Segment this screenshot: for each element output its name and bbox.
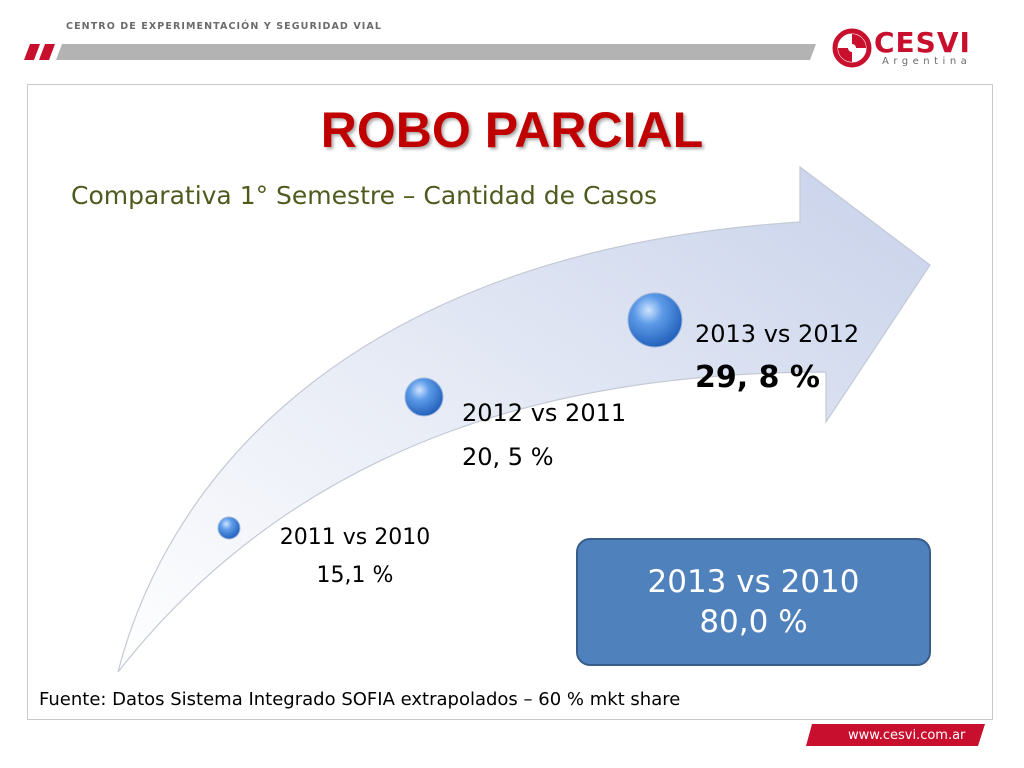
point-2-value: 20, 5 %	[462, 443, 554, 471]
summary-value: 80,0 %	[699, 604, 808, 640]
content-frame	[27, 84, 993, 720]
slide-subtitle: Comparativa 1° Semestre – Cantidad de Ca…	[71, 181, 658, 210]
slide-title: ROBO PARCIAL	[320, 102, 704, 158]
cesvi-logo: CESVI Argentina	[832, 26, 992, 70]
logo-text: CESVI	[874, 26, 971, 59]
summary-box: 2013 vs 2010 80,0 %	[576, 538, 931, 666]
point-1-label: 2011 vs 2010	[279, 525, 431, 550]
url-tab-shape	[806, 724, 985, 746]
point-1-value: 15,1 %	[316, 563, 394, 588]
point-3-label: 2013 vs 2012	[695, 320, 860, 348]
summary-label: 2013 vs 2010	[647, 564, 860, 600]
arrow-shape	[117, 165, 931, 673]
logo-subtext: Argentina	[882, 56, 972, 67]
website-link[interactable]: www.cesvi.com.ar	[848, 728, 966, 743]
header-stripes	[24, 44, 816, 60]
point-marker-3	[627, 292, 683, 348]
point-marker-2	[404, 377, 444, 417]
point-marker-1	[217, 516, 241, 540]
red-stripe	[39, 44, 55, 60]
source-note: Fuente: Datos Sistema Integrado SOFIA ex…	[39, 689, 681, 710]
red-stripe	[24, 44, 40, 60]
logo-emblem-icon	[832, 28, 872, 68]
point-2-text: 2012 vs 2011 20, 5 %	[462, 391, 626, 479]
point-3-text: 2013 vs 2012 29, 8 %	[695, 312, 859, 400]
gray-bar	[56, 44, 816, 60]
organization-name: CENTRO DE EXPERIMENTACIÓN Y SEGURIDAD VI…	[66, 21, 383, 32]
point-2-label: 2012 vs 2011	[462, 399, 627, 427]
point-1-text: 2011 vs 2010 15,1 %	[265, 519, 445, 595]
point-3-value: 29, 8 %	[695, 360, 820, 395]
